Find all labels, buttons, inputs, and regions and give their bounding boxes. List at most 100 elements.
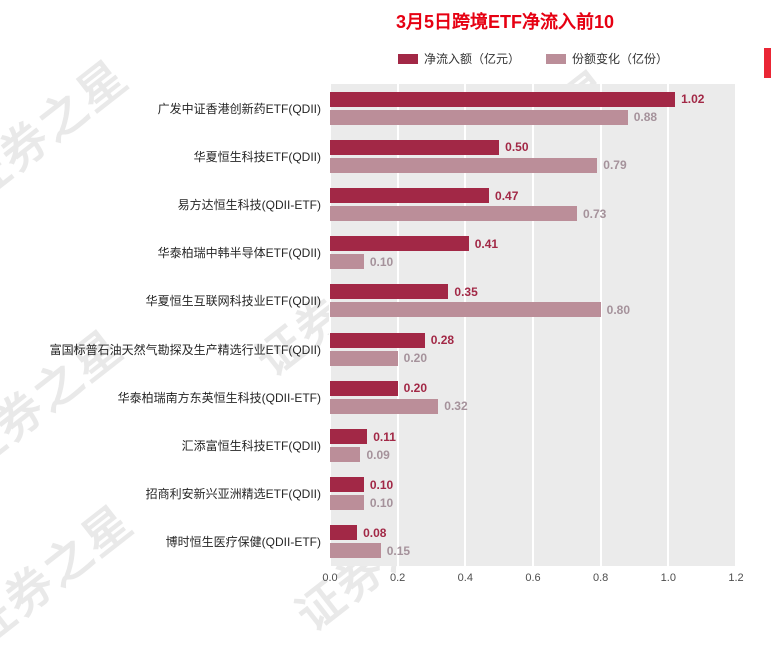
- inflow-bar-line: 1.02: [330, 91, 736, 107]
- gridline: [735, 84, 737, 566]
- bars-cell: 1.02 0.88: [330, 84, 736, 132]
- x-tick-label: 0.6: [525, 572, 541, 584]
- share-change-value-label: 0.79: [603, 158, 627, 173]
- x-tick-label: 0.4: [457, 572, 473, 584]
- inflow-bar-line: 0.08: [330, 525, 736, 541]
- inflow-value-label: 0.28: [430, 333, 455, 348]
- bars-cell: 0.11 0.09: [330, 421, 736, 469]
- category-label: 富国标普石油天然气勘探及生产精选行业ETF(QDII): [49, 342, 321, 357]
- chart-title: 3月5日跨境ETF净流入前10: [395, 12, 615, 32]
- share-change-bar-line: 0.10: [330, 495, 736, 511]
- share-change-value-label: 0.80: [606, 302, 631, 317]
- legend-swatch-inflow: [397, 53, 418, 64]
- share-change-bar: [330, 206, 577, 221]
- x-tick-label: 0.2: [390, 572, 406, 584]
- share-change-value-label: 0.10: [369, 254, 394, 269]
- share-change-bar-line: 0.80: [330, 302, 736, 318]
- x-tick-label: 0.0: [322, 572, 338, 584]
- inflow-bar: [330, 236, 469, 252]
- category-label: 广发中证香港创新药ETF(QDII): [157, 101, 321, 116]
- inflow-bar: [330, 139, 500, 155]
- share-change-value-label: 0.15: [386, 543, 411, 558]
- red-watermark-fragment: [764, 48, 771, 78]
- chart-row: 华泰柏瑞南方东英恒生科技(QDII-ETF) 0.20 0.32: [0, 373, 736, 421]
- share-change-bar: [330, 254, 364, 270]
- share-change-bar-line: 0.09: [330, 447, 736, 463]
- gridline: [667, 84, 670, 566]
- inflow-bar-line: 0.20: [330, 380, 736, 396]
- share-change-bar-line: 0.10: [330, 254, 736, 270]
- share-change-value-label: 0.10: [369, 495, 394, 510]
- category-label: 华泰柏瑞南方东英恒生科技(QDII-ETF): [117, 390, 321, 405]
- share-change-value-label: 0.88: [633, 110, 658, 125]
- share-change-bar: [330, 447, 361, 463]
- etf-inflow-chart: 证券之星 证券之星 证券之星 证券之星 证券之星 证券之星 证券之星 3月5日跨…: [0, 12, 771, 656]
- gridline: [329, 84, 331, 566]
- category-label: 华夏恒生科技ETF(QDII): [193, 149, 321, 164]
- share-change-bar-line: 0.32: [330, 398, 736, 414]
- bars-cell: 0.35 0.80: [330, 277, 736, 325]
- bars-cell: 0.41 0.10: [330, 229, 736, 277]
- inflow-bar: [330, 188, 490, 203]
- chart-row: 汇添富恒生科技ETF(QDII) 0.11 0.09: [0, 421, 736, 469]
- x-tick-label: 0.8: [593, 572, 609, 584]
- share-change-bar: [330, 543, 381, 559]
- share-change-value-label: 0.09: [366, 447, 390, 462]
- chart-row: 易方达恒生科技(QDII-ETF) 0.47 0.73: [0, 180, 736, 228]
- chart-row: 华夏恒生互联网科技业ETF(QDII) 0.35 0.80: [0, 277, 736, 325]
- bar-rows: 广发中证香港创新药ETF(QDII) 1.02 0.88 华夏恒生科技ETF(QDII…: [0, 84, 736, 566]
- inflow-bar: [330, 477, 364, 493]
- category-label: 华夏恒生互联网科技业ETF(QDII): [145, 294, 321, 309]
- legend-label-inflow: 净流入额（亿元）: [423, 52, 520, 66]
- chart-row: 博时恒生医疗保健(QDII-ETF) 0.08 0.15: [0, 518, 736, 566]
- gridline: [464, 84, 467, 566]
- inflow-bar: [330, 429, 368, 445]
- inflow-bar-line: 0.35: [330, 284, 736, 300]
- inflow-value-label: 0.35: [454, 284, 478, 299]
- category-label: 华泰柏瑞中韩半导体ETF(QDII): [157, 246, 321, 261]
- share-change-bar: [330, 398, 439, 414]
- bars-cell: 0.08 0.15: [330, 518, 736, 566]
- inflow-value-label: 0.20: [403, 381, 428, 396]
- share-change-bar: [330, 495, 364, 511]
- inflow-value-label: 0.47: [495, 188, 519, 203]
- category-label: 招商利安新兴亚洲精选ETF(QDII): [145, 487, 321, 502]
- bars-cell: 0.28 0.20: [330, 325, 736, 373]
- share-change-bar: [330, 350, 398, 366]
- bars-cell: 0.47 0.73: [330, 180, 736, 228]
- legend-item-inflow: 净流入额（亿元）: [397, 50, 520, 67]
- share-change-bar-line: 0.73: [330, 206, 736, 221]
- inflow-bar: [330, 380, 398, 396]
- bars-cell: 0.10 0.10: [330, 470, 736, 518]
- legend-swatch-share-change: [546, 53, 566, 64]
- gridline: [532, 84, 534, 566]
- inflow-value-label: 0.11: [373, 429, 396, 444]
- chart-row: 广发中证香港创新药ETF(QDII) 1.02 0.88: [0, 84, 736, 132]
- share-change-value-label: 0.32: [444, 399, 468, 414]
- share-change-bar-line: 0.15: [330, 543, 736, 559]
- category-label: 博时恒生医疗保健(QDII-ETF): [165, 535, 321, 550]
- inflow-bar-line: 0.28: [330, 332, 736, 348]
- bars-cell: 0.50 0.79: [330, 132, 736, 180]
- legend-label-share-change: 份额变化（亿份）: [572, 52, 669, 66]
- inflow-value-label: 0.41: [474, 236, 499, 251]
- inflow-value-label: 0.50: [505, 140, 529, 155]
- share-change-bar: [330, 157, 598, 173]
- gridline: [599, 84, 602, 566]
- share-change-bar: [330, 302, 601, 318]
- share-change-value-label: 0.20: [403, 351, 428, 366]
- inflow-bar: [330, 332, 425, 348]
- bars-cell: 0.20 0.32: [330, 373, 736, 421]
- inflow-bar: [330, 91, 676, 107]
- inflow-bar-line: 0.11: [330, 429, 736, 445]
- x-axis: 0.0 0.2 0.4 0.6 0.8 1.0 1.2: [322, 572, 743, 588]
- inflow-bar-line: 0.41: [330, 236, 736, 252]
- chart-row: 华泰柏瑞中韩半导体ETF(QDII) 0.41 0.10: [0, 229, 736, 277]
- inflow-bar-line: 0.50: [330, 139, 736, 155]
- inflow-value-label: 0.08: [363, 525, 387, 540]
- chart-row: 富国标普石油天然气勘探及生产精选行业ETF(QDII) 0.28 0.20: [0, 325, 736, 373]
- share-change-bar-line: 0.20: [330, 350, 736, 366]
- inflow-bar-line: 0.10: [330, 477, 736, 493]
- category-label: 易方达恒生科技(QDII-ETF): [177, 198, 321, 212]
- x-tick-label: 1.0: [660, 572, 676, 584]
